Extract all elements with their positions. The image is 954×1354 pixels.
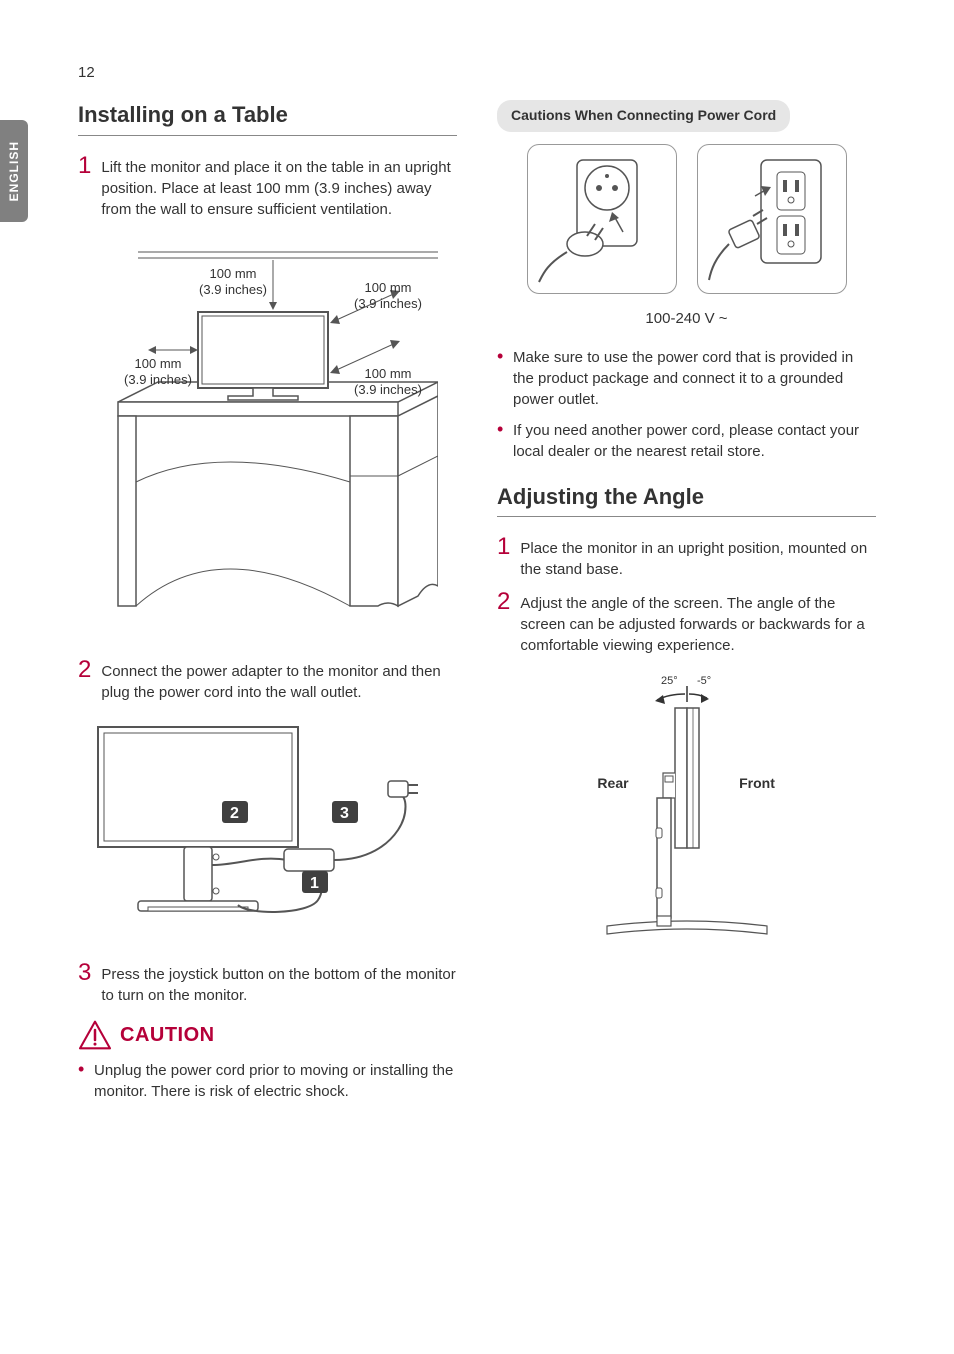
- step-text: Lift the monitor and place it on the tab…: [101, 154, 457, 220]
- power-cord-caution-badge: Cautions When Connecting Power Cord: [497, 100, 790, 132]
- page-content: Installing on a Table 1 Lift the monitor…: [78, 100, 876, 1122]
- power-bullet-1: Make sure to use the power cord that is …: [497, 347, 876, 410]
- power-bullets: Make sure to use the power cord that is …: [497, 347, 876, 462]
- outlet-us: [697, 144, 847, 294]
- callout-1: 1: [310, 875, 319, 892]
- step-number: 1: [497, 535, 510, 580]
- caution-icon: [78, 1020, 112, 1050]
- dim-top-in: (3.9 inches): [199, 282, 267, 297]
- tilt-fwd-deg: -5°: [697, 675, 711, 687]
- dim-left-mm: 100 mm: [134, 356, 181, 371]
- caution-bullet: Unplug the power cord prior to moving or…: [78, 1060, 457, 1102]
- caution-label: CAUTION: [120, 1021, 215, 1049]
- step-text: Press the joystick button on the bottom …: [101, 961, 457, 1006]
- figure-tilt: 25° -5°: [497, 668, 876, 974]
- step-number: 2: [497, 590, 510, 656]
- angle-step-1: 1 Place the monitor in an upright positi…: [497, 535, 876, 580]
- step-number: 3: [78, 961, 91, 1006]
- section-title-installing: Installing on a Table: [78, 100, 457, 136]
- step-2: 2 Connect the power adapter to the monit…: [78, 658, 457, 703]
- figure-power-connection: 1 2 3: [78, 715, 457, 941]
- dim-rl-in: (3.9 inches): [354, 382, 422, 397]
- callout-2: 2: [230, 805, 239, 822]
- front-label: Front: [739, 775, 775, 791]
- caution-header: CAUTION: [78, 1020, 457, 1050]
- dim-ru-in: (3.9 inches): [354, 296, 422, 311]
- step-3: 3 Press the joystick button on the botto…: [78, 961, 457, 1006]
- outlet-eu: [527, 144, 677, 294]
- right-column: Cautions When Connecting Power Cord: [497, 100, 876, 1122]
- dim-ru-mm: 100 mm: [364, 280, 411, 295]
- callout-3: 3: [340, 805, 349, 822]
- caution-bullets: Unplug the power cord prior to moving or…: [78, 1060, 457, 1102]
- left-column: Installing on a Table 1 Lift the monitor…: [78, 100, 457, 1122]
- dim-top-mm: 100 mm: [209, 266, 256, 281]
- step-number: 2: [78, 658, 91, 703]
- language-tab-label: ENGLISH: [6, 141, 23, 201]
- outlet-illustrations: [497, 144, 876, 294]
- power-bullet-2: If you need another power cord, please c…: [497, 420, 876, 462]
- step-text: Place the monitor in an upright position…: [520, 535, 876, 580]
- figure-desk-clearance: 100 mm (3.9 inches) 100 mm (3.9 inches) …: [78, 232, 457, 638]
- step-text: Connect the power adapter to the monitor…: [101, 658, 457, 703]
- step-1: 1 Lift the monitor and place it on the t…: [78, 154, 457, 220]
- voltage-label: 100-240 V ~: [497, 308, 876, 329]
- step-text: Adjust the angle of the screen. The angl…: [520, 590, 876, 656]
- step-number: 1: [78, 154, 91, 220]
- language-tab: ENGLISH: [0, 120, 28, 222]
- page-number: 12: [78, 62, 95, 83]
- rear-label: Rear: [597, 775, 629, 791]
- section-title-angle: Adjusting the Angle: [497, 482, 876, 518]
- tilt-back-deg: 25°: [661, 675, 678, 687]
- angle-step-2: 2 Adjust the angle of the screen. The an…: [497, 590, 876, 656]
- dim-left-in: (3.9 inches): [124, 372, 192, 387]
- dim-rl-mm: 100 mm: [364, 366, 411, 381]
